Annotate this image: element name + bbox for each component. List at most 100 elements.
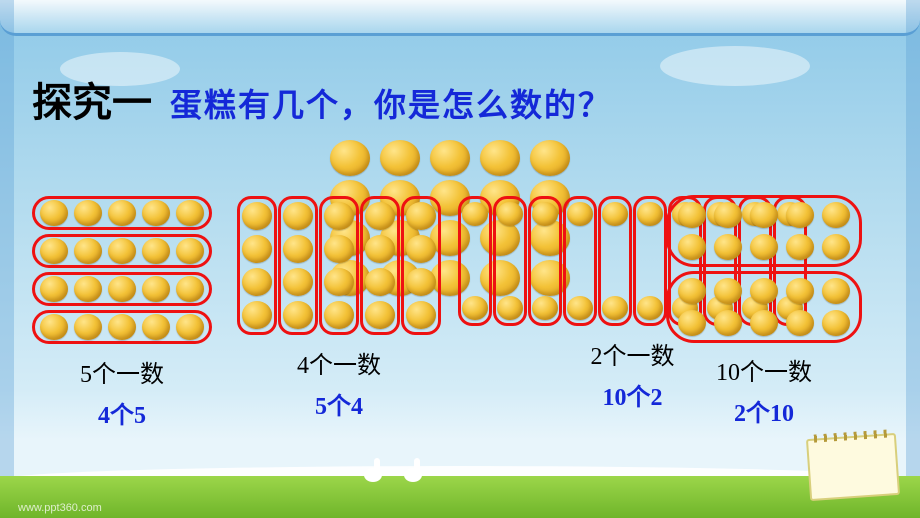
- content-stage: 5个一数 4个5 4个一数 5个4 2个一数 10个2 10个一数 2个10: [30, 140, 890, 420]
- cake-icon: [678, 310, 706, 336]
- cake-icon: [714, 278, 742, 304]
- cake-icon: [678, 202, 706, 228]
- panel2-result: 5个4: [315, 386, 363, 421]
- cake-icon: [330, 140, 370, 176]
- grass: [0, 476, 920, 518]
- cake-icon: [497, 296, 523, 320]
- window-top-frame: [0, 0, 920, 36]
- cake-icon: [74, 276, 102, 302]
- cake-icon: [283, 268, 313, 296]
- title-row: 探究一 蛋糕有几个，你是怎么数的？: [32, 70, 612, 128]
- cake-icon: [786, 234, 814, 260]
- cake-icon: [786, 310, 814, 336]
- cake-icon: [678, 234, 706, 260]
- cake-icon: [480, 140, 520, 176]
- cake-icon: [40, 314, 68, 340]
- cake-icon: [602, 296, 628, 320]
- cake-icon: [40, 276, 68, 302]
- panel4-caption: 10个一数: [716, 352, 812, 387]
- cake-icon: [462, 296, 488, 320]
- cake-icon: [108, 276, 136, 302]
- cake-icon: [74, 314, 102, 340]
- cake-icon: [380, 140, 420, 176]
- cake-icon: [714, 310, 742, 336]
- cake-icon: [750, 202, 778, 228]
- notepad-icon: [806, 433, 900, 501]
- cake-icon: [786, 202, 814, 228]
- cake-icon: [406, 301, 436, 329]
- cloud-icon: [660, 46, 810, 86]
- cake-icon: [108, 238, 136, 264]
- cake-icon: [786, 278, 814, 304]
- cake-icon: [750, 278, 778, 304]
- cake-icon: [242, 268, 272, 296]
- title-main: 探究一: [32, 70, 152, 128]
- cake-icon: [567, 296, 593, 320]
- cake-icon: [462, 202, 488, 226]
- panel-count-by-5: 5个一数 4个5: [34, 198, 210, 430]
- cake-icon: [430, 140, 470, 176]
- cake-icon: [40, 238, 68, 264]
- cake-icon: [750, 310, 778, 336]
- panel3-result: 10个2: [603, 377, 663, 412]
- cake-icon: [714, 202, 742, 228]
- cake-icon: [74, 200, 102, 226]
- title-subtitle: 蛋糕有几个，你是怎么数的？: [170, 80, 612, 126]
- cake-icon: [108, 314, 136, 340]
- panel4-result: 2个10: [734, 393, 794, 428]
- cake-icon: [637, 296, 663, 320]
- cake-icon: [497, 202, 523, 226]
- cake-icon: [822, 278, 850, 304]
- cake-icon: [714, 234, 742, 260]
- cake-icon: [406, 202, 436, 230]
- cake-icon: [324, 268, 354, 296]
- cake-icon: [242, 301, 272, 329]
- cake-icon: [365, 268, 395, 296]
- cake-icon: [142, 238, 170, 264]
- panel2-caption: 4个一数: [297, 345, 381, 380]
- cake-icon: [176, 314, 204, 340]
- cake-icon: [176, 200, 204, 226]
- swan-icon: [360, 458, 388, 482]
- cake-icon: [142, 276, 170, 302]
- cake-icon: [242, 202, 272, 230]
- panel1-result: 4个5: [98, 395, 146, 430]
- frame-right: [906, 0, 920, 518]
- cake-icon: [283, 301, 313, 329]
- panel-count-by-10: 10个一数 2个10: [670, 198, 858, 428]
- watermark-text: www.ppt360.com: [18, 502, 102, 514]
- cake-icon: [637, 202, 663, 226]
- cake-icon: [822, 234, 850, 260]
- cake-icon: [406, 235, 436, 263]
- cake-icon: [74, 238, 102, 264]
- cake-icon: [822, 202, 850, 228]
- cake-icon: [822, 310, 850, 336]
- cake-icon: [142, 314, 170, 340]
- cake-icon: [176, 238, 204, 264]
- cake-icon: [406, 268, 436, 296]
- cake-icon: [283, 235, 313, 263]
- cake-icon: [365, 202, 395, 230]
- cake-icon: [365, 235, 395, 263]
- frame-left: [0, 0, 14, 518]
- cake-icon: [602, 202, 628, 226]
- panel-count-by-4: 4个一数 5个4: [240, 198, 438, 421]
- panel3-caption: 2个一数: [591, 336, 675, 371]
- cake-icon: [108, 200, 136, 226]
- cake-icon: [40, 200, 68, 226]
- cake-icon: [283, 202, 313, 230]
- cake-icon: [176, 276, 204, 302]
- cake-icon: [532, 296, 558, 320]
- panel1-caption: 5个一数: [80, 354, 164, 389]
- cake-icon: [750, 234, 778, 260]
- cake-icon: [242, 235, 272, 263]
- cake-icon: [324, 202, 354, 230]
- cake-icon: [567, 202, 593, 226]
- cake-icon: [324, 301, 354, 329]
- cake-icon: [365, 301, 395, 329]
- swan-icon: [400, 458, 428, 482]
- cake-icon: [530, 140, 570, 176]
- cake-icon: [532, 202, 558, 226]
- cake-icon: [678, 278, 706, 304]
- cake-icon: [324, 235, 354, 263]
